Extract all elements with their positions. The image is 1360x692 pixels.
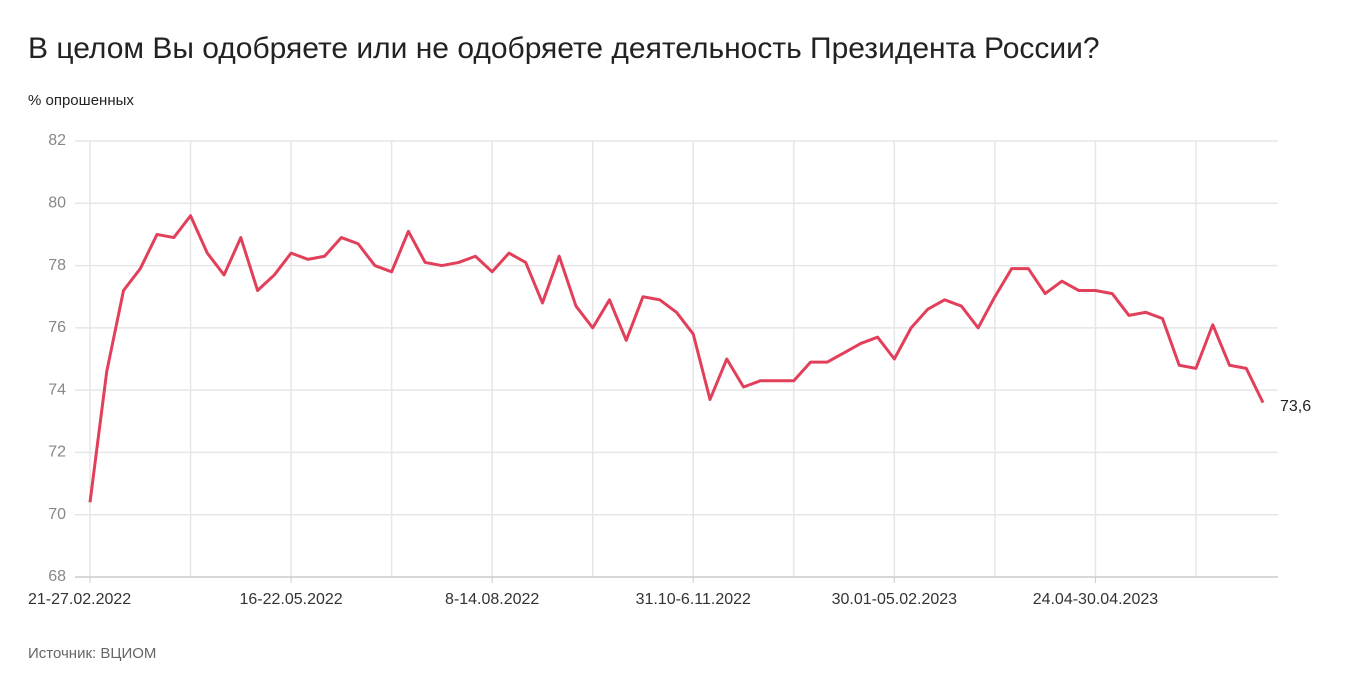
x-tick-label: 31.10-6.11.2022: [636, 591, 751, 608]
value-label: 73,6: [1280, 398, 1311, 415]
y-tick-label: 68: [48, 568, 66, 585]
x-tick-label: 16-22.05.2022: [239, 591, 342, 608]
x-tick-label: 24.04-30.04.2023: [1033, 591, 1159, 608]
y-tick-label: 74: [48, 381, 66, 398]
y-tick-label: 78: [48, 257, 66, 274]
chart-title: В целом Вы одобряете или не одобряете де…: [28, 32, 1100, 65]
y-tick-label: 72: [48, 444, 66, 461]
y-tick-label: 76: [48, 319, 66, 336]
y-tick-label: 80: [48, 195, 66, 212]
y-tick-label: 70: [48, 506, 66, 523]
x-tick-label: 30.01-05.02.2023: [832, 591, 958, 608]
source: Источник: ВЦИОМ: [28, 645, 156, 662]
y-tick-label: 82: [48, 132, 66, 149]
line: [88, 214, 1265, 503]
x-tick-label: 8-14.08.2022: [445, 591, 539, 608]
chart-subtitle: % опрошенных: [28, 92, 134, 109]
x-tick-label: 21-27.02.2022: [28, 591, 131, 608]
